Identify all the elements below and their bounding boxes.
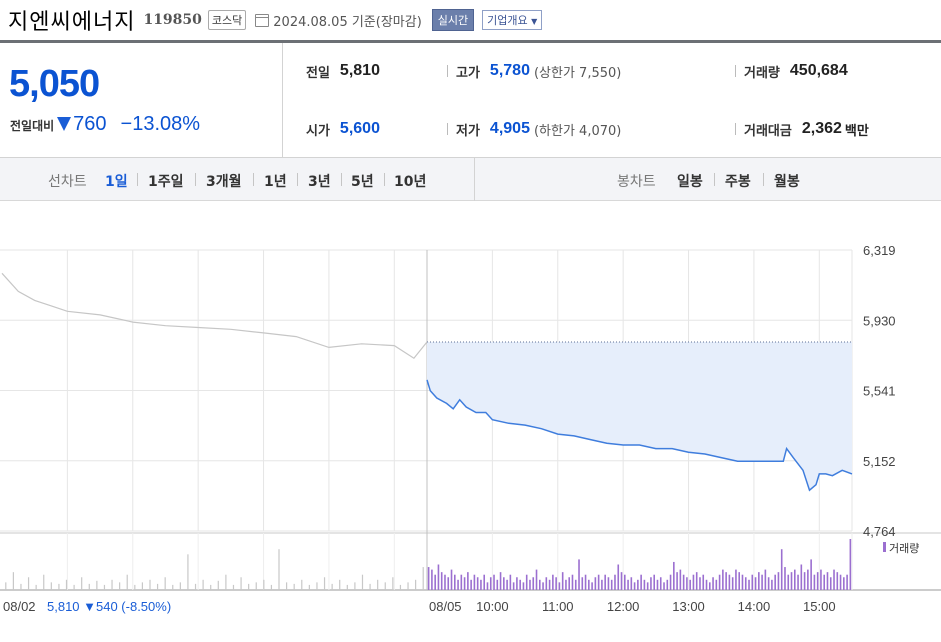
lower-limit: (하한가 4,070) bbox=[533, 123, 622, 139]
prev-close-cell: 전일 5,810 bbox=[306, 61, 380, 81]
change-percent: −13.08% bbox=[120, 113, 201, 135]
y-tick-label: 5,152 bbox=[863, 454, 896, 469]
company-info-dropdown[interactable]: 기업개요 ▼ bbox=[482, 10, 543, 30]
divider bbox=[195, 173, 196, 186]
divider bbox=[384, 173, 385, 186]
x-tick-label: 12:00 bbox=[607, 599, 640, 614]
volume-value: 450,684 bbox=[789, 62, 848, 79]
upper-limit: (상한가 7,550) bbox=[533, 65, 622, 81]
amount-unit: 백만 bbox=[844, 123, 869, 139]
reference-date: 2024.08.05 기준(장마감) bbox=[273, 14, 422, 30]
low-value: 4,905 bbox=[489, 120, 530, 137]
stock-header: 지엔씨에너지 119850 코스닥 2024.08.05 기준(장마감) 실시간… bbox=[0, 0, 941, 40]
amount-cell: 거래대금 2,362 백만 bbox=[744, 119, 869, 139]
company-info-label: 기업개요 bbox=[487, 14, 528, 27]
prev-close-value: 5,810 bbox=[339, 62, 380, 79]
realtime-button[interactable]: 실시간 bbox=[431, 9, 475, 31]
open-label: 시가 bbox=[306, 123, 330, 139]
prev-day-summary: 5,810 ▼540 (-8.50%) bbox=[47, 599, 171, 614]
x-tick-label: 10:00 bbox=[476, 599, 509, 614]
x-tick-label: 14:00 bbox=[738, 599, 771, 614]
amount-value: 2,362 bbox=[801, 120, 842, 137]
price-panel: 5,050 전일대비 760 −13.08% 전일 5,810 고가 5,780… bbox=[0, 43, 941, 158]
change-value: 760 bbox=[73, 113, 107, 135]
calendar-icon bbox=[255, 13, 270, 27]
current-price-box: 5,050 전일대비 760 −13.08% bbox=[0, 43, 283, 158]
period-3m[interactable]: 3개월 bbox=[206, 174, 242, 190]
divider bbox=[253, 173, 254, 186]
down-arrow-icon bbox=[57, 117, 72, 131]
divider bbox=[714, 173, 715, 186]
divider bbox=[763, 173, 764, 186]
period-10y[interactable]: 10년 bbox=[394, 174, 427, 190]
period-1w[interactable]: 1주일 bbox=[148, 174, 184, 190]
high-value: 5,780 bbox=[489, 62, 530, 79]
volume-legend-label: 거래량 bbox=[889, 542, 919, 555]
x-tick-label: 15:00 bbox=[803, 599, 836, 614]
period-3y[interactable]: 3년 bbox=[308, 174, 331, 190]
candle-daily[interactable]: 일봉 bbox=[677, 174, 703, 190]
change-row: 전일대비 760 −13.08% bbox=[10, 113, 200, 136]
candle-chart-label: 봉차트 bbox=[617, 174, 656, 190]
x-tick-label: 08/05 bbox=[429, 599, 462, 614]
chevron-down-icon: ▼ bbox=[531, 17, 538, 26]
y-tick-label: 5,930 bbox=[863, 313, 896, 328]
amount-label: 거래대금 bbox=[744, 123, 792, 139]
high-cell: 고가 5,780 (상한가 7,550) bbox=[456, 61, 621, 81]
stock-name: 지엔씨에너지 bbox=[8, 10, 136, 35]
divider bbox=[447, 123, 448, 135]
series-today bbox=[426, 379, 853, 492]
x-tick-label: 13:00 bbox=[672, 599, 705, 614]
open-cell: 시가 5,600 bbox=[306, 119, 380, 139]
period-5y[interactable]: 5년 bbox=[351, 174, 374, 190]
volume-legend-swatch bbox=[883, 542, 886, 552]
period-bar: 선차트 1일 1주일 3개월 1년 3년 5년 10년 봉차트 일봉 주봉 월봉 bbox=[0, 158, 941, 201]
y-tick-label: 4,764 bbox=[863, 524, 896, 539]
volume-cell: 거래량 450,684 bbox=[744, 61, 848, 81]
period-1y[interactable]: 1년 bbox=[264, 174, 287, 190]
market-badge: 코스닥 bbox=[207, 10, 247, 30]
divider bbox=[735, 123, 736, 135]
change-label: 전일대비 bbox=[10, 119, 55, 133]
period-1d[interactable]: 1일 bbox=[105, 174, 128, 190]
divider bbox=[735, 65, 736, 77]
volume-label: 거래량 bbox=[744, 65, 780, 81]
period-divider bbox=[474, 158, 475, 201]
series-prev-day bbox=[1, 272, 428, 359]
price-chart[interactable]: 6,319 5,930 5,541 5,152 4,764 거래량 08/02 5,810… bbox=[0, 201, 941, 642]
prev-close-label: 전일 bbox=[306, 65, 330, 81]
y-tick-label: 5,541 bbox=[863, 384, 896, 399]
divider bbox=[341, 173, 342, 186]
chart-fill-area bbox=[427, 341, 852, 491]
y-tick-label: 6,319 bbox=[863, 243, 896, 258]
open-value: 5,600 bbox=[339, 120, 380, 137]
candle-weekly[interactable]: 주봉 bbox=[725, 174, 751, 190]
prev-day-label: 08/02 bbox=[3, 599, 36, 614]
stock-code: 119850 bbox=[143, 12, 202, 28]
low-label: 저가 bbox=[456, 123, 480, 139]
divider bbox=[447, 65, 448, 77]
x-tick-label: 11:00 bbox=[542, 599, 574, 614]
high-label: 고가 bbox=[456, 65, 480, 81]
candle-monthly[interactable]: 월봉 bbox=[774, 174, 800, 190]
line-chart-label: 선차트 bbox=[48, 174, 87, 190]
divider bbox=[137, 173, 138, 186]
low-cell: 저가 4,905 (하한가 4,070) bbox=[456, 119, 621, 139]
divider bbox=[297, 173, 298, 186]
current-price: 5,050 bbox=[9, 63, 100, 105]
header-divider bbox=[0, 40, 941, 43]
